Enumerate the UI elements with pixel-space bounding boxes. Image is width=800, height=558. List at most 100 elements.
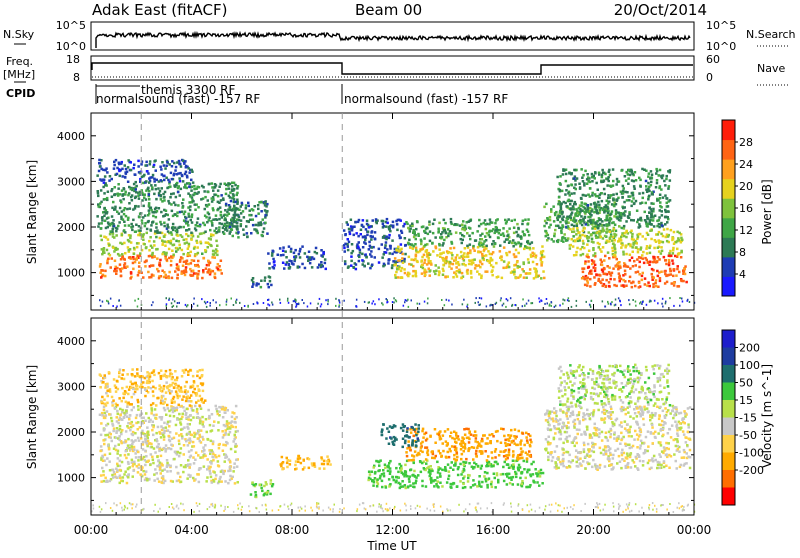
data-cell	[116, 410, 119, 413]
data-cell	[98, 159, 101, 162]
data-cell	[616, 178, 619, 181]
data-cell	[659, 209, 662, 212]
data-cell	[105, 167, 108, 170]
data-cell	[143, 193, 146, 196]
data-cell	[660, 188, 663, 191]
data-cell	[635, 271, 638, 274]
data-cell	[226, 428, 229, 431]
data-cell	[211, 413, 214, 416]
data-cell	[209, 470, 212, 473]
data-cell	[578, 207, 581, 210]
data-cell	[644, 238, 647, 241]
data-cell	[677, 237, 680, 240]
data-cell	[249, 209, 252, 212]
data-cell	[639, 302, 641, 304]
data-cell	[225, 454, 228, 457]
data-cell	[397, 219, 400, 222]
data-cell	[517, 483, 520, 486]
data-cell	[121, 429, 124, 432]
data-cell	[369, 235, 372, 238]
plot-title: Adak East (fitACF)	[92, 1, 227, 19]
data-cell	[408, 306, 410, 308]
data-cell	[108, 244, 111, 247]
data-cell	[412, 270, 415, 273]
data-cell	[130, 381, 133, 384]
data-cell	[581, 224, 584, 227]
data-cell	[140, 163, 143, 166]
data-cell	[650, 184, 653, 187]
data-cell	[378, 248, 381, 251]
data-cell	[178, 240, 181, 243]
data-cell	[664, 184, 667, 187]
data-cell	[299, 248, 302, 251]
data-cell	[441, 469, 444, 472]
data-cell	[596, 210, 599, 213]
data-cell	[192, 409, 195, 412]
data-cell	[388, 226, 391, 229]
data-cell	[268, 267, 271, 270]
data-cell	[590, 234, 593, 237]
data-cell	[660, 246, 663, 249]
data-cell	[127, 468, 130, 471]
data-cell	[428, 268, 431, 271]
data-cell	[167, 226, 170, 229]
data-cell	[412, 486, 415, 489]
data-cell	[495, 226, 498, 229]
data-cell	[421, 264, 424, 267]
data-cell	[168, 277, 171, 280]
data-cell	[114, 407, 117, 410]
data-cell	[463, 469, 466, 472]
data-cell	[497, 481, 500, 484]
data-cell	[437, 266, 440, 269]
data-cell	[166, 459, 169, 462]
data-cell	[399, 237, 402, 240]
data-cell	[206, 306, 208, 308]
data-cell	[615, 213, 618, 216]
data-cell	[512, 239, 515, 242]
data-cell	[226, 304, 228, 306]
data-cell	[133, 247, 136, 250]
data-cell	[502, 267, 505, 270]
data-cell	[301, 263, 304, 266]
data-cell	[421, 272, 424, 275]
data-cell	[573, 192, 576, 195]
data-cell	[409, 246, 412, 249]
data-cell	[99, 272, 102, 275]
cpid-mode-2: themis 3300 RF	[141, 83, 235, 97]
data-cell	[175, 166, 178, 169]
data-cell	[174, 270, 177, 273]
data-cell	[436, 476, 439, 479]
data-cell	[392, 221, 395, 224]
data-cell	[532, 247, 535, 250]
data-cell	[309, 262, 312, 265]
data-cell	[670, 229, 673, 232]
data-cell	[550, 210, 553, 213]
data-cell	[435, 264, 438, 267]
data-cell	[127, 246, 130, 249]
data-cell	[657, 286, 660, 289]
data-cell	[437, 231, 440, 234]
data-cell	[160, 377, 163, 380]
data-cell	[118, 375, 121, 378]
data-cell	[518, 242, 521, 245]
data-cell	[549, 216, 552, 219]
data-cell	[202, 425, 205, 428]
data-cell	[572, 228, 575, 231]
data-cell	[180, 433, 183, 436]
data-cell	[155, 198, 158, 201]
data-cell	[216, 245, 219, 248]
data-cell	[218, 465, 221, 468]
data-cell	[298, 303, 300, 305]
data-cell	[455, 273, 458, 276]
data-cell	[174, 226, 177, 229]
data-cell	[646, 215, 649, 218]
data-cell	[100, 222, 103, 225]
data-cell	[653, 276, 656, 279]
data-cell	[634, 171, 637, 174]
data-cell	[100, 401, 103, 404]
data-cell	[212, 459, 215, 462]
data-cell	[294, 464, 297, 467]
data-cell	[623, 225, 626, 228]
data-cell	[183, 213, 186, 216]
data-cell	[384, 247, 387, 250]
